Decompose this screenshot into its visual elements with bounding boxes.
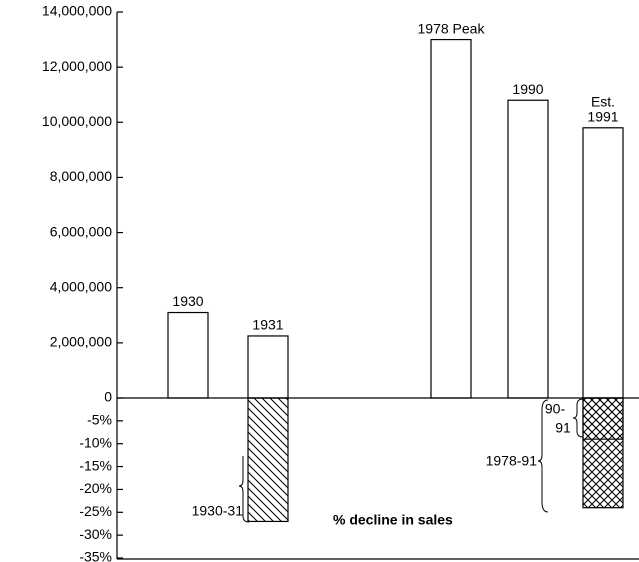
bar bbox=[582, 127, 624, 399]
y2-tick-label: -15% bbox=[79, 457, 112, 473]
bar bbox=[167, 311, 209, 399]
y2-tick-label: -20% bbox=[79, 480, 112, 496]
decline-label: 90- bbox=[545, 401, 566, 417]
y-tick-label: 2,000,000 bbox=[50, 334, 112, 350]
y-tick-label: 12,000,000 bbox=[42, 58, 112, 74]
y-tick-label: 10,000,000 bbox=[42, 113, 112, 129]
bar-label: 1990 bbox=[512, 81, 543, 97]
decline-label: 1930-31 bbox=[192, 503, 244, 519]
bar bbox=[247, 335, 289, 399]
brace bbox=[238, 456, 250, 523]
bar-label: 1930 bbox=[172, 293, 203, 309]
y2-tick-label: -35% bbox=[79, 549, 112, 562]
y-tick-label: 4,000,000 bbox=[50, 278, 112, 294]
y2-tick-label: -30% bbox=[79, 526, 112, 542]
decline-label: 1978-91 bbox=[486, 453, 538, 469]
decline-label: 91 bbox=[555, 420, 571, 436]
bar-label: 1991 bbox=[587, 109, 618, 125]
y-tick-label: 0 bbox=[104, 389, 112, 405]
bar bbox=[430, 38, 472, 399]
brace bbox=[537, 399, 549, 513]
y2-tick-label: -25% bbox=[79, 503, 112, 519]
y-tick-label: 8,000,000 bbox=[50, 168, 112, 184]
bar-label: 1978 Peak bbox=[418, 20, 486, 36]
bar-label: 1931 bbox=[252, 317, 283, 333]
y-tick-label: 6,000,000 bbox=[50, 223, 112, 239]
annotation: % decline in sales bbox=[333, 512, 453, 528]
bar-label: Est. bbox=[591, 94, 615, 110]
brace bbox=[572, 398, 584, 438]
y-tick-label: 14,000,000 bbox=[42, 3, 112, 19]
decline-bar bbox=[247, 397, 289, 523]
y2-tick-label: -5% bbox=[87, 412, 112, 428]
y2-tick-label: -10% bbox=[79, 434, 112, 450]
bar bbox=[507, 99, 549, 399]
decline-bar bbox=[582, 397, 624, 440]
